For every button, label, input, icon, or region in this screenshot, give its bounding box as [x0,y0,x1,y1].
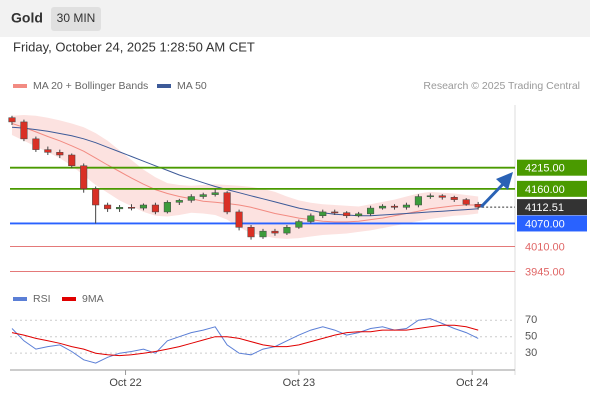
legend-swatch [13,297,27,301]
candle-body [283,227,291,234]
candle-body [104,204,112,210]
y-tick-label: 70 [525,314,537,326]
level-label: 4010.00 [525,241,565,253]
candle-body [402,204,410,208]
candle-body [343,212,351,217]
interval[interactable]: 30 MIN [57,11,96,25]
ma50-line [11,126,479,217]
last-price-label: 4112.51 [525,202,564,214]
candle-body [247,227,255,238]
datetime: Friday, October 24, 2025 1:28:50 AM CET [13,39,255,54]
interval-button[interactable] [51,7,101,31]
candle-body [80,165,88,190]
x-tick-label: Oct 22 [109,377,141,389]
candle-body [414,196,422,206]
last-price-box [517,199,587,216]
symbol: Gold [11,10,43,26]
level-label: 4215.00 [525,163,565,175]
candle-body [175,200,183,203]
candle-body [68,154,76,167]
candle-body [20,121,28,140]
level-label: 4160.00 [525,184,565,196]
candle-body [32,138,40,150]
candle-body [211,192,219,195]
candle-body [295,221,303,228]
rsi-line [11,318,479,364]
candle-body [378,205,387,209]
candle-body [367,207,375,215]
candle-body [259,230,267,238]
level-label-box [517,215,587,232]
candle-body [390,205,399,208]
candle-body [8,117,16,123]
candle-body [450,197,458,200]
candle-body [163,202,171,213]
candle-body [235,211,243,228]
legend-label: 9MA [82,293,104,305]
candle-body [92,188,100,206]
candle-body [271,230,279,234]
level-label-box [517,180,587,197]
candle-body [116,207,124,210]
legend-label: RSI [33,293,51,305]
bollinger-band [11,115,479,239]
candle-body [44,149,52,153]
candle-body [199,194,207,197]
candle-body [187,196,195,201]
ma20-line [11,123,479,223]
legend-swatch [62,297,76,301]
legend-label: MA 50 [177,80,207,92]
rsi-line [11,324,479,357]
level-label-box [517,159,587,176]
legend-label: MA 20 + Bollinger Bands [33,80,148,92]
candle-body [127,207,136,209]
x-tick-label: Oct 23 [283,377,315,389]
source: Research © 2025 Trading Central [423,80,580,92]
candle-body [223,192,231,213]
candle-body [355,213,363,217]
level-label: 3945.00 [525,266,565,278]
candle-body [56,152,64,156]
candle-body [331,211,339,214]
candle-body [438,195,446,198]
y-tick-label: 30 [525,347,537,359]
level-label: 4070.00 [525,218,565,230]
candle-body [151,204,159,213]
trend-arrow [479,172,513,209]
candle-body [307,215,315,222]
legend-swatch [157,84,171,88]
legend-swatch [13,84,27,88]
y-tick-label: 50 [525,331,537,343]
x-tick-label: Oct 24 [456,377,488,389]
candle-body [426,195,434,198]
candle-body [139,204,148,209]
candle-body [319,211,327,217]
candle-body [462,199,470,205]
